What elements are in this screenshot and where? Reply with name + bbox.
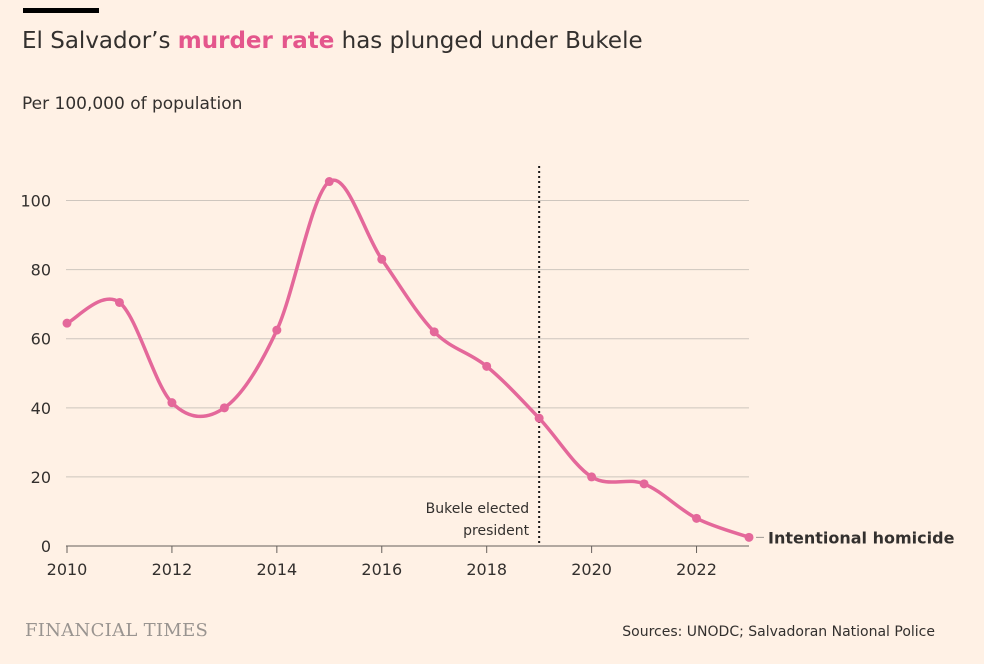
data-point-2023 [744, 532, 754, 542]
data-point-2013 [219, 403, 229, 413]
top-accent-bar [23, 8, 99, 13]
data-point-2021 [639, 479, 649, 489]
title-suffix: has plunged under Bukele [334, 28, 643, 54]
data-point-2010 [62, 318, 72, 328]
y-tick-label-0: 0 [41, 537, 51, 556]
data-point-2019 [534, 413, 544, 423]
title-highlight: murder rate [177, 28, 335, 54]
data-point-2011 [114, 297, 124, 307]
x-tick-label-2014: 2014 [256, 560, 297, 579]
y-tick-label-40: 40 [31, 399, 51, 418]
data-point-2016 [377, 254, 387, 264]
x-tick-label-2022: 2022 [676, 560, 717, 579]
ft-logo: FINANCIAL TIMES [25, 620, 209, 641]
data-point-2012 [167, 398, 177, 408]
data-point-2020 [587, 472, 597, 482]
chart-title: El Salvador’s murder rate has plunged un… [22, 28, 643, 54]
data-point-2014 [272, 325, 282, 335]
data-point-2022 [692, 513, 702, 523]
line-chart: 0 20 40 60 80 100 2010 2012 2014 2016 2018 2020 2022… [20, 166, 955, 579]
data-point-2018 [482, 361, 492, 371]
y-tick-label-100: 100 [20, 192, 51, 211]
series-label: Intentional homicide [768, 528, 955, 547]
x-tick-label-2016: 2016 [361, 560, 402, 579]
data-point-2015 [324, 177, 334, 187]
x-tick-label-2012: 2012 [152, 560, 193, 579]
source-note: Sources: UNODC; Salvadoran National Poli… [622, 624, 935, 640]
y-tick-label-60: 60 [31, 330, 51, 349]
annotation-label-line-2: president [463, 523, 530, 539]
x-tick-label-2010: 2010 [47, 560, 88, 579]
title-prefix: El Salvador’s [22, 28, 178, 54]
y-tick-label-80: 80 [31, 261, 51, 280]
annotation-label-line-1: Bukele elected [426, 501, 529, 517]
chart-subtitle: Per 100,000 of population [22, 94, 243, 114]
y-tick-label-20: 20 [31, 468, 51, 487]
x-tick-label-2018: 2018 [466, 560, 507, 579]
x-tick-label-2020: 2020 [571, 560, 612, 579]
data-point-2017 [429, 327, 439, 337]
